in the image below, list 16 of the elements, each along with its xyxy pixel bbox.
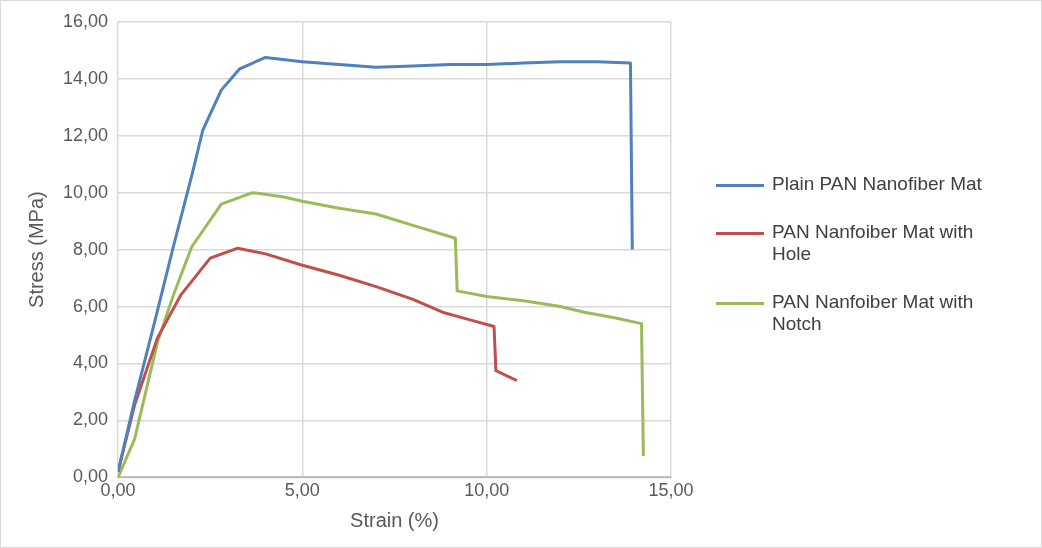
x-axis-title: Strain (%)	[350, 508, 439, 531]
y-tick-label: 12,00	[63, 124, 109, 145]
y-tick-label: 14,00	[63, 67, 109, 88]
x-tick-label: 15,00	[648, 480, 694, 501]
y-axis-title: Stress (MPa)	[24, 191, 47, 308]
x-tick-label: 5,00	[284, 480, 320, 501]
legend-label: PAN Nanfoiber Mat with Hole	[772, 221, 975, 265]
y-tick-label: 6,00	[73, 295, 109, 316]
y-tick-label: 16,00	[63, 10, 109, 31]
y-tick-label: 2,00	[73, 409, 109, 430]
y-tick-label: 4,00	[73, 352, 109, 373]
y-tick-label: 8,00	[73, 238, 109, 259]
x-tick-label: 10,00	[464, 480, 510, 501]
legend-label: Plain PAN Nanofiber Mat	[772, 173, 982, 195]
y-tick-label: 10,00	[63, 181, 109, 202]
legend-label: PAN Nanfoiber Mat with Notch	[772, 291, 975, 335]
